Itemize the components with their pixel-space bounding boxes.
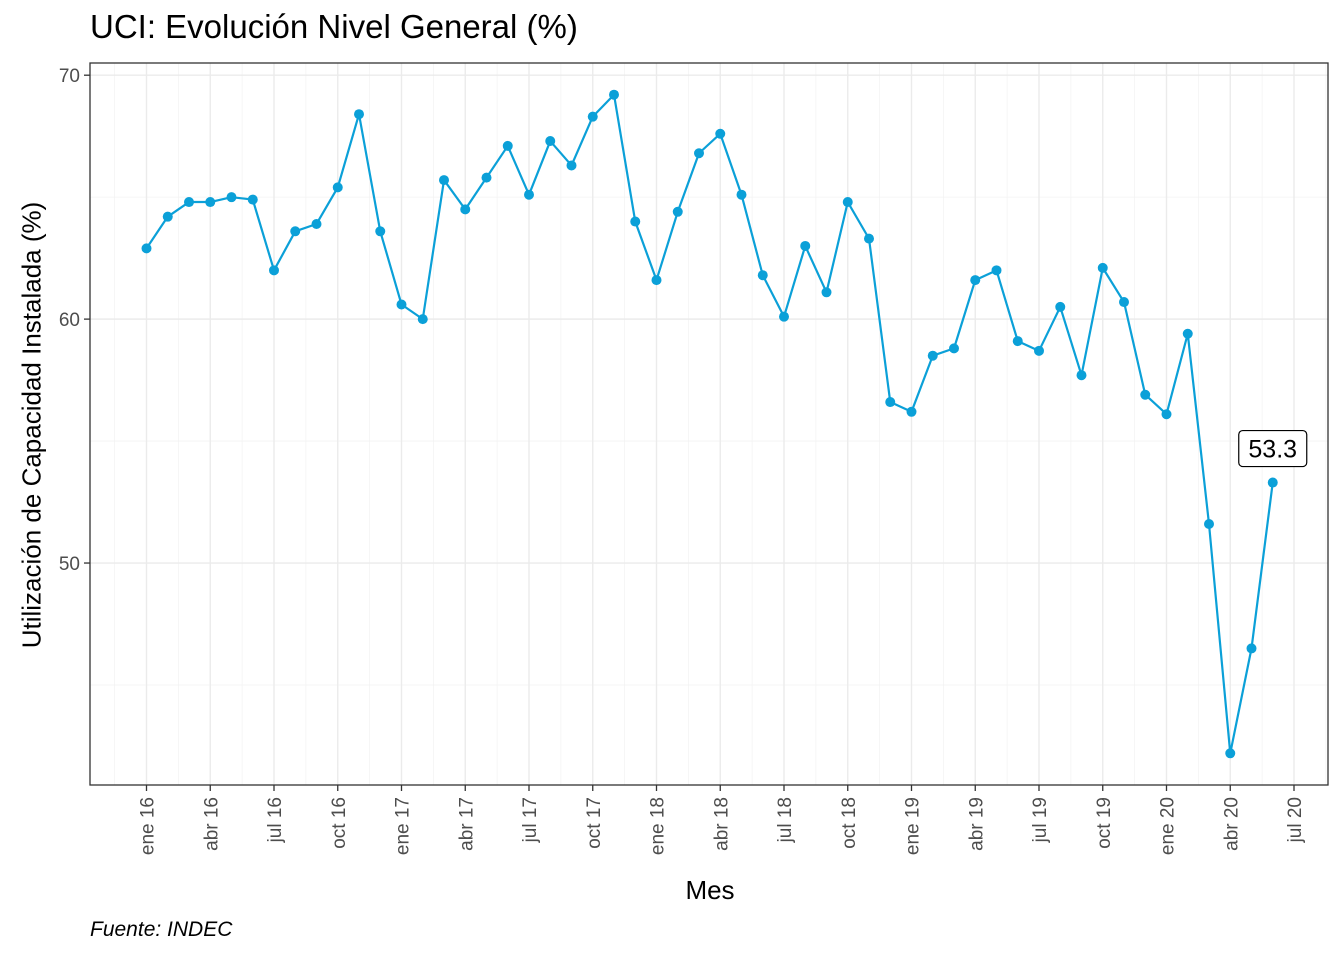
data-point: [269, 265, 279, 276]
data-point: [460, 204, 471, 215]
data-point: [205, 197, 216, 208]
axes-layer: 50 60 70 ene 16 abr 16 jul 16 oct 16 ene 17 abr …: [59, 66, 1306, 855]
data-point: [396, 299, 407, 310]
data-point: [991, 265, 1002, 276]
plot-background: [90, 63, 1328, 785]
data-point: [354, 109, 364, 120]
x-tick-label: oct 16: [329, 797, 350, 849]
data-point: [630, 216, 641, 227]
data-point: [141, 243, 152, 254]
data-point: [481, 172, 492, 183]
data-point: [1076, 370, 1087, 381]
data-point: [566, 160, 577, 171]
data-point: [736, 189, 747, 200]
x-tick-label: abr 18: [711, 797, 732, 851]
x-tick-label: jul 19: [1030, 797, 1051, 843]
data-point: [694, 148, 704, 159]
x-tick-label: jul 17: [520, 797, 541, 843]
annotation-label: 53.3: [1248, 436, 1297, 464]
x-tick-label: oct 18: [839, 797, 860, 849]
x-tick-label: abr 19: [966, 797, 987, 851]
data-point: [757, 270, 768, 281]
data-point: [587, 111, 598, 122]
data-point: [906, 406, 917, 417]
x-tick-label: ene 20: [1158, 797, 1179, 855]
y-tick-label: 60: [59, 310, 80, 331]
x-tick-label: oct 19: [1094, 797, 1115, 849]
data-point: [1161, 409, 1172, 420]
data-point: [311, 218, 322, 229]
x-axis-label: Mes: [685, 875, 735, 905]
data-point: [1034, 345, 1044, 356]
data-point: [779, 311, 789, 322]
x-tick-label: jul 16: [265, 797, 286, 843]
major-grid: [90, 63, 1328, 785]
data-point: [970, 275, 981, 286]
x-tick-label: ene 17: [393, 797, 414, 855]
data-point: [1097, 262, 1108, 273]
annotation-layer: 53.3: [1238, 429, 1308, 468]
data-point: [715, 128, 726, 139]
data-point: [800, 240, 811, 251]
data-point: [524, 189, 534, 200]
data-point: [1225, 748, 1236, 759]
x-tick-label: ene 19: [903, 797, 924, 855]
data-point: [375, 226, 386, 237]
data-point: [1119, 297, 1129, 308]
x-tick-label: ene 18: [648, 797, 669, 855]
data-point: [545, 136, 556, 147]
data-point: [1267, 477, 1278, 488]
y-tick-label: 50: [59, 554, 80, 575]
data-point: [290, 226, 301, 237]
x-tick-label: abr 17: [456, 797, 477, 851]
x-tick-label: jul 20: [1285, 797, 1306, 843]
data-point: [184, 197, 194, 208]
data-point: [417, 314, 428, 325]
data-point: [672, 206, 683, 217]
data-point: [821, 287, 832, 298]
x-tick-label: jul 18: [775, 797, 796, 843]
source-caption: Fuente: INDEC: [90, 918, 233, 941]
x-tick-label: ene 16: [138, 797, 159, 855]
annotation-box: [1238, 429, 1308, 468]
y-axis-label: Utilización de Capacidad Instalada (%): [16, 201, 47, 649]
x-tick-label: abr 20: [1221, 797, 1242, 851]
data-point: [247, 194, 258, 205]
x-tick-label: oct 17: [584, 797, 605, 849]
data-point: [609, 89, 619, 100]
data-point: [439, 175, 449, 186]
data-point: [226, 192, 237, 203]
chart-title: UCI: Evolución Nivel General (%): [90, 8, 578, 45]
data-point: [1055, 301, 1066, 312]
series-layer: [141, 89, 1278, 759]
minor-grid: [90, 63, 1328, 785]
data-point: [332, 182, 343, 193]
series-line: [145, 93, 1274, 755]
data-point: [1182, 328, 1193, 339]
data-point: [1012, 336, 1023, 347]
data-point: [927, 350, 938, 361]
y-tick-label: 70: [59, 66, 80, 87]
data-point: [162, 211, 173, 222]
data-point: [1140, 389, 1151, 400]
plot-border: [89, 62, 1329, 786]
data-point: [864, 233, 874, 244]
data-point: [651, 275, 662, 286]
data-point: [885, 397, 896, 408]
data-point: [1204, 519, 1214, 530]
data-point: [949, 343, 959, 354]
x-tick-label: abr 16: [201, 797, 222, 851]
data-point: [1246, 643, 1257, 654]
data-point: [842, 197, 853, 208]
data-point: [502, 140, 513, 151]
